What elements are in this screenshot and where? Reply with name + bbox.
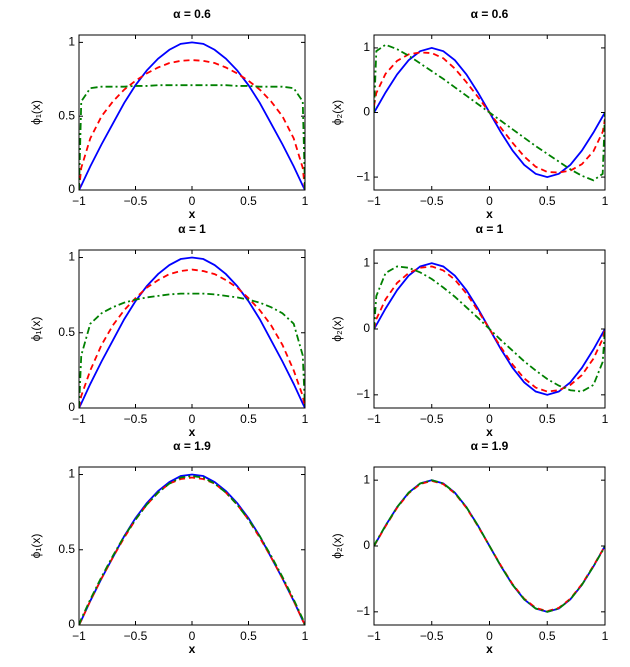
x-tick-label: −0.5 <box>420 412 444 426</box>
y-tick-label: 1 <box>68 467 75 481</box>
x-tick-label: −1 <box>367 194 381 208</box>
series-line <box>79 256 305 408</box>
x-tick-label: 1 <box>302 629 309 643</box>
y-tick-label: 0 <box>68 617 75 631</box>
y-tick-label: 0 <box>363 105 370 119</box>
x-tick-label: −1 <box>72 629 86 643</box>
y-tick-label: −1 <box>356 169 370 183</box>
x-tick-label: 0 <box>486 194 493 208</box>
y-axis-label: ϕ₁(x) <box>29 534 43 559</box>
y-tick-label: 0.5 <box>58 325 75 339</box>
x-tick-label: −0.5 <box>420 629 444 643</box>
x-tick-label: 0.5 <box>240 412 257 426</box>
series-line <box>374 265 605 393</box>
y-tick-label: 0 <box>68 182 75 196</box>
y-tick-label: 0 <box>363 538 370 552</box>
x-tick-label: 1 <box>602 194 609 208</box>
y-tick-label: 1 <box>68 35 75 49</box>
axes-box <box>78 34 306 191</box>
series-line <box>374 479 605 613</box>
x-tick-label: 1 <box>302 194 309 208</box>
y-tick-label: 1 <box>363 255 370 269</box>
x-tick-label: 0.5 <box>539 194 556 208</box>
x-tick-label: 0.5 <box>240 629 257 643</box>
x-tick-label: 0 <box>189 194 196 208</box>
x-tick-label: 0 <box>486 629 493 643</box>
x-tick-label: −0.5 <box>124 194 148 208</box>
y-tick-label: 0 <box>68 400 75 414</box>
y-axis-label: ϕ₂(x) <box>330 100 344 125</box>
x-axis-label: x <box>189 642 196 656</box>
subplot-title: α = 1 <box>476 222 504 236</box>
x-tick-label: −1 <box>367 629 381 643</box>
axes-box <box>78 466 306 626</box>
series-line <box>79 59 305 190</box>
x-tick-label: −1 <box>367 412 381 426</box>
series-line <box>79 475 305 625</box>
x-tick-label: 0.5 <box>240 194 257 208</box>
y-axis-label: ϕ₂(x) <box>330 533 344 558</box>
series-line <box>79 41 305 190</box>
x-tick-label: 1 <box>602 412 609 426</box>
x-tick-label: 0.5 <box>539 629 556 643</box>
x-axis-label: x <box>486 642 493 656</box>
subplot-title: α = 0.6 <box>471 7 509 21</box>
x-tick-label: −1 <box>72 194 86 208</box>
y-tick-label: −1 <box>356 604 370 618</box>
y-tick-label: 1 <box>363 472 370 486</box>
series-line <box>79 84 305 190</box>
x-axis-label: x <box>486 425 493 439</box>
subplot-title: α = 1 <box>178 222 206 236</box>
y-tick-label: 1 <box>68 250 75 264</box>
y-tick-label: 0 <box>363 321 370 335</box>
series-line <box>374 43 605 182</box>
y-tick-label: −1 <box>356 387 370 401</box>
series-line <box>79 268 305 408</box>
subplot-title: α = 0.6 <box>173 7 211 21</box>
series-line <box>79 476 305 625</box>
x-tick-label: 0 <box>189 412 196 426</box>
series-line <box>79 473 305 625</box>
axes-box <box>78 249 306 409</box>
series-line <box>374 265 605 393</box>
x-tick-label: 0 <box>189 629 196 643</box>
y-tick-label: 0.5 <box>58 108 75 122</box>
x-tick-label: 1 <box>602 629 609 643</box>
x-tick-label: −0.5 <box>420 194 444 208</box>
x-tick-label: 1 <box>302 412 309 426</box>
x-tick-label: −0.5 <box>124 412 148 426</box>
y-axis-label: ϕ₂(x) <box>330 316 344 341</box>
x-tick-label: 0.5 <box>539 412 556 426</box>
subplot-title: α = 1.9 <box>173 439 211 453</box>
x-tick-label: 0 <box>486 412 493 426</box>
y-tick-label: 0.5 <box>58 542 75 556</box>
x-tick-label: −0.5 <box>124 629 148 643</box>
subplot-title: α = 1.9 <box>471 439 509 453</box>
x-axis-label: x <box>189 425 196 439</box>
x-axis-label: x <box>486 207 493 221</box>
y-tick-label: 1 <box>363 40 370 54</box>
x-tick-label: −1 <box>72 412 86 426</box>
y-axis-label: ϕ₁(x) <box>29 317 43 342</box>
series-line <box>79 292 305 408</box>
y-axis-label: ϕ₁(x) <box>29 100 43 125</box>
x-axis-label: x <box>189 207 196 221</box>
